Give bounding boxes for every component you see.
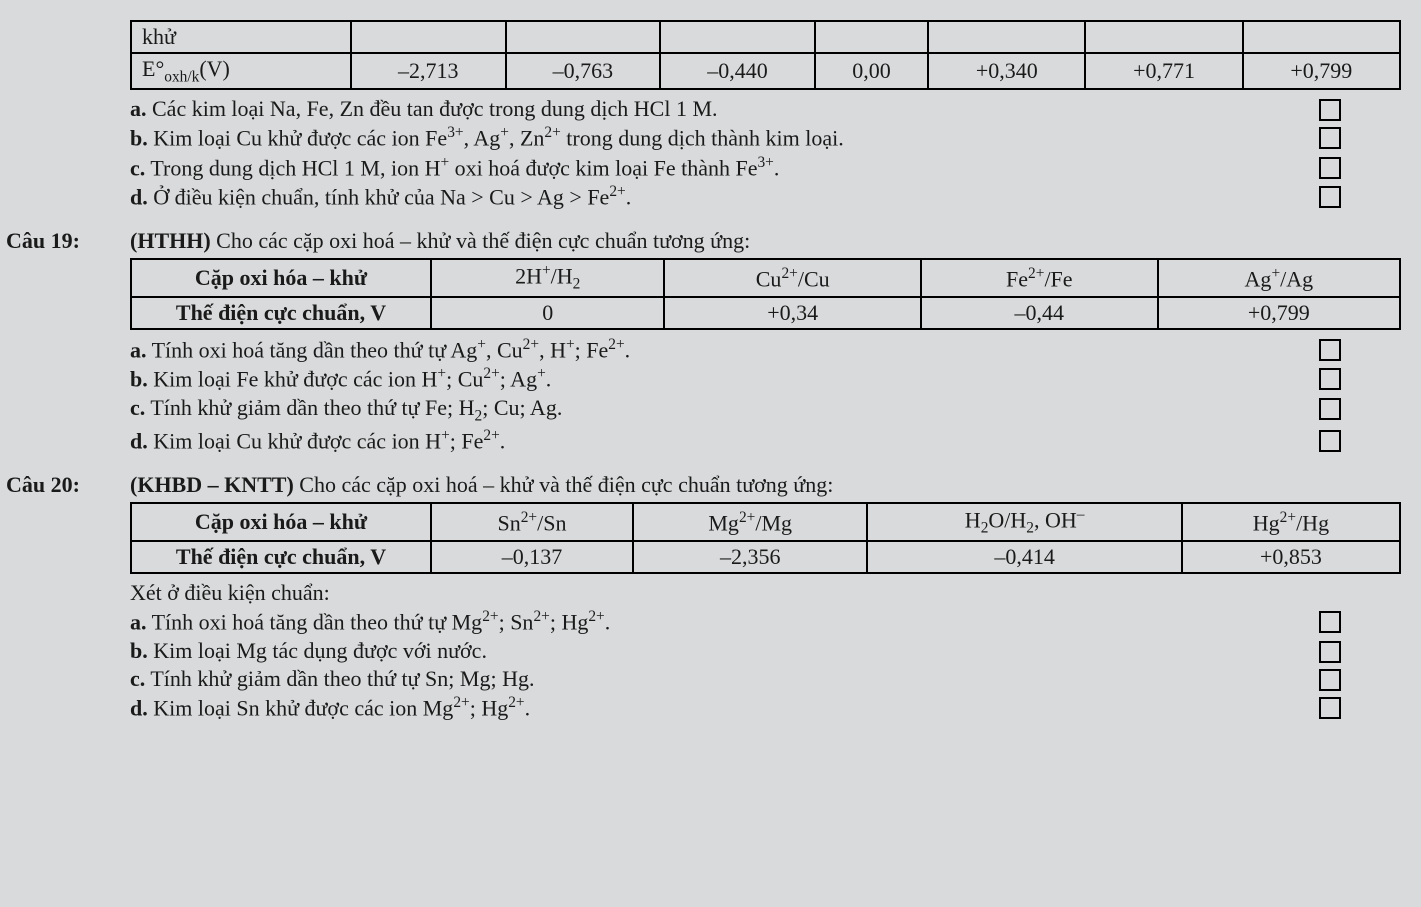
t3-r4: +0,853	[1182, 541, 1400, 573]
q18-check-b[interactable]	[1319, 127, 1341, 149]
q20-opt-a: a. Tính oxi hoá tăng dần theo thứ tự Mg2…	[130, 608, 1299, 635]
q18-check-a[interactable]	[1319, 99, 1341, 121]
q20-opt-b: b. Kim loại Mg tác dụng được với nước.	[130, 638, 1299, 664]
q20-check-c[interactable]	[1319, 669, 1341, 691]
t2-r4: +0,799	[1158, 297, 1400, 329]
q20-opt-c: c. Tính khử giảm dần theo thứ tự Sn; Mg;…	[130, 666, 1299, 692]
q20-check-b[interactable]	[1319, 641, 1341, 663]
q18-opt-b: b. Kim loại Cu khử được các ion Fe3+, Ag…	[130, 124, 1299, 151]
t3-r3: –0,414	[867, 541, 1181, 573]
q18-check-c[interactable]	[1319, 157, 1341, 179]
t1-v0: –2,713	[351, 53, 506, 89]
table-electrode-potentials-2: Cặp oxi hóa – khử 2H+/H2 Cu2+/Cu Fe2+/Fe…	[130, 258, 1401, 330]
t1-row1-label: khử	[131, 21, 351, 53]
t1-v3: 0,00	[815, 53, 928, 89]
t2-h3: Fe2+/Fe	[921, 259, 1158, 297]
t2-r3: –0,44	[921, 297, 1158, 329]
q19-check-b[interactable]	[1319, 368, 1341, 390]
t3-r0: Thế điện cực chuẩn, V	[131, 541, 431, 573]
t1-v2: –0,440	[660, 53, 815, 89]
t2-h0: Cặp oxi hóa – khử	[131, 259, 431, 297]
q19-opt-c: c. Tính khử giảm dần theo thứ tự Fe; H2;…	[130, 395, 1299, 425]
t2-h4: Ag+/Ag	[1158, 259, 1400, 297]
t2-h1: 2H+/H2	[431, 259, 664, 297]
q19-check-d[interactable]	[1319, 430, 1341, 452]
q20-label: Câu 20:	[0, 472, 130, 498]
t1-v6: +0,799	[1243, 53, 1400, 89]
q18-opt-d: d. Ở điều kiện chuẩn, tính khử của Na > …	[130, 183, 1299, 210]
q19-intro: (HTHH) Cho các cặp oxi hoá – khử và thế …	[130, 228, 1401, 254]
q20-check-d[interactable]	[1319, 697, 1341, 719]
q20-xet: Xét ở điều kiện chuẩn:	[130, 580, 1401, 606]
q19-label: Câu 19:	[0, 228, 130, 254]
q19-check-a[interactable]	[1319, 339, 1341, 361]
t3-h3: H2O/H2, OH–	[867, 503, 1181, 541]
t2-r1: 0	[431, 297, 664, 329]
t2-h2: Cu2+/Cu	[664, 259, 920, 297]
q18-opt-a: a. Các kim loại Na, Fe, Zn đều tan được …	[130, 96, 1299, 122]
t1-row2-label: E°oxh/k(V)	[131, 53, 351, 89]
q20-intro: (KHBD – KNTT) Cho các cặp oxi hoá – khử …	[130, 472, 1401, 498]
t2-r2: +0,34	[664, 297, 920, 329]
t1-v4: +0,340	[928, 53, 1085, 89]
t3-r2: –2,356	[633, 541, 867, 573]
q19-opt-a: a. Tính oxi hoá tăng dần theo thứ tự Ag+…	[130, 336, 1299, 363]
t2-r0: Thế điện cực chuẩn, V	[131, 297, 431, 329]
t3-h4: Hg2+/Hg	[1182, 503, 1400, 541]
q20-check-a[interactable]	[1319, 611, 1341, 633]
q19-opt-b: b. Kim loại Fe khử được các ion H+; Cu2+…	[130, 365, 1299, 392]
t3-h2: Mg2+/Mg	[633, 503, 867, 541]
q20-opt-d: d. Kim loại Sn khử được các ion Mg2+; Hg…	[130, 694, 1299, 721]
t3-h0: Cặp oxi hóa – khử	[131, 503, 431, 541]
q19-check-c[interactable]	[1319, 398, 1341, 420]
t1-v5: +0,771	[1085, 53, 1242, 89]
t3-h1: Sn2+/Sn	[431, 503, 633, 541]
t3-r1: –0,137	[431, 541, 633, 573]
q18-check-d[interactable]	[1319, 186, 1341, 208]
table-electrode-potentials-3: Cặp oxi hóa – khử Sn2+/Sn Mg2+/Mg H2O/H2…	[130, 502, 1401, 574]
q18-opt-c: c. Trong dung dịch HCl 1 M, ion H+ oxi h…	[130, 154, 1299, 181]
table-electrode-potentials-1: khử E°oxh/k(V) –2,713 –0,763 –0,440 0,00…	[130, 20, 1401, 90]
t1-v1: –0,763	[506, 53, 661, 89]
q19-opt-d: d. Kim loại Cu khử được các ion H+; Fe2+…	[130, 427, 1299, 454]
